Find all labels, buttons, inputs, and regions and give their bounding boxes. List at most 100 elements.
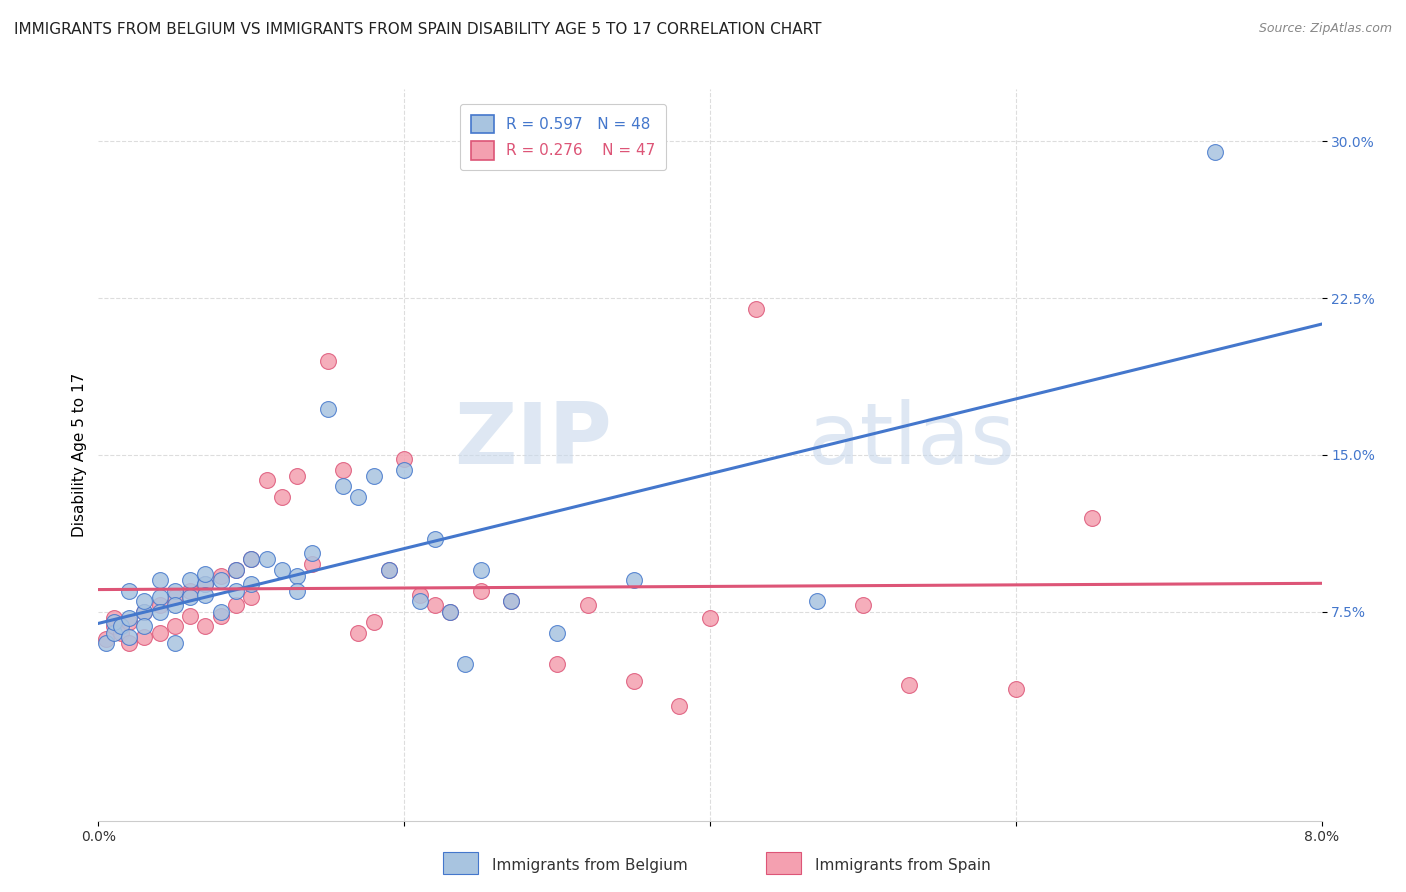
Point [316, 354, 339, 368]
Point [285, 468, 308, 483]
Point [163, 619, 186, 633]
Point [149, 599, 172, 613]
Point [332, 479, 354, 493]
Point [470, 583, 492, 598]
Point [546, 657, 568, 671]
Point [423, 599, 446, 613]
Point [423, 532, 446, 546]
Point [378, 563, 401, 577]
Y-axis label: Disability Age 5 to 17: Disability Age 5 to 17 [72, 373, 87, 537]
Point [209, 574, 232, 588]
Point [194, 619, 217, 633]
Point [94, 632, 117, 646]
Point [332, 462, 354, 476]
Point [1004, 681, 1026, 696]
Point [134, 630, 156, 644]
Point [668, 698, 690, 713]
Point [163, 636, 186, 650]
Point [256, 552, 278, 566]
Point [285, 583, 308, 598]
Point [179, 583, 201, 598]
Point [439, 605, 461, 619]
Point [316, 401, 339, 416]
Point [408, 594, 430, 608]
Point [240, 552, 263, 566]
Point [301, 546, 323, 560]
Point [149, 625, 172, 640]
Point [501, 594, 523, 608]
Point [378, 563, 401, 577]
Point [194, 567, 217, 582]
Point [285, 569, 308, 583]
Point [149, 590, 172, 604]
Point [256, 473, 278, 487]
Text: atlas: atlas [808, 399, 1017, 482]
Point [852, 599, 875, 613]
Point [225, 563, 247, 577]
Point [134, 605, 156, 619]
Point [1081, 510, 1104, 524]
Point [240, 552, 263, 566]
Text: Immigrants from Belgium: Immigrants from Belgium [492, 858, 688, 872]
Point [103, 619, 125, 633]
Point [118, 630, 141, 644]
Point [347, 490, 370, 504]
Point [94, 636, 117, 650]
Point [225, 583, 247, 598]
Point [179, 608, 201, 623]
Point [194, 577, 217, 591]
Text: Immigrants from Spain: Immigrants from Spain [815, 858, 991, 872]
Point [623, 574, 645, 588]
Point [134, 605, 156, 619]
Point [179, 590, 201, 604]
Point [149, 574, 172, 588]
Point [546, 625, 568, 640]
Point [179, 574, 201, 588]
Point [118, 611, 141, 625]
Point [163, 583, 186, 598]
Point [470, 563, 492, 577]
Point [806, 594, 828, 608]
Point [501, 594, 523, 608]
Point [194, 588, 217, 602]
Point [118, 615, 141, 629]
Point [194, 577, 217, 591]
Point [363, 468, 385, 483]
Point [103, 615, 125, 629]
Point [699, 611, 721, 625]
Point [118, 636, 141, 650]
Point [745, 301, 768, 316]
Point [270, 563, 294, 577]
Point [103, 611, 125, 625]
Point [392, 452, 416, 467]
Point [225, 563, 247, 577]
Point [301, 557, 323, 571]
Point [240, 590, 263, 604]
Point [110, 619, 132, 633]
Point [103, 625, 125, 640]
Point [163, 599, 186, 613]
Text: ZIP: ZIP [454, 399, 612, 482]
Point [363, 615, 385, 629]
Point [240, 577, 263, 591]
Point [134, 619, 156, 633]
Point [149, 605, 172, 619]
Legend: R = 0.597   N = 48, R = 0.276    N = 47: R = 0.597 N = 48, R = 0.276 N = 47 [460, 104, 666, 170]
Point [623, 673, 645, 688]
Point [454, 657, 477, 671]
Point [225, 599, 247, 613]
Point [163, 590, 186, 604]
Point [576, 599, 599, 613]
Point [270, 490, 294, 504]
Point [1204, 145, 1226, 159]
Point [209, 569, 232, 583]
Point [209, 605, 232, 619]
Point [897, 678, 920, 692]
Point [347, 625, 370, 640]
Point [439, 605, 461, 619]
Text: Source: ZipAtlas.com: Source: ZipAtlas.com [1258, 22, 1392, 36]
Point [392, 462, 416, 476]
Point [118, 583, 141, 598]
Point [134, 594, 156, 608]
Point [408, 588, 430, 602]
